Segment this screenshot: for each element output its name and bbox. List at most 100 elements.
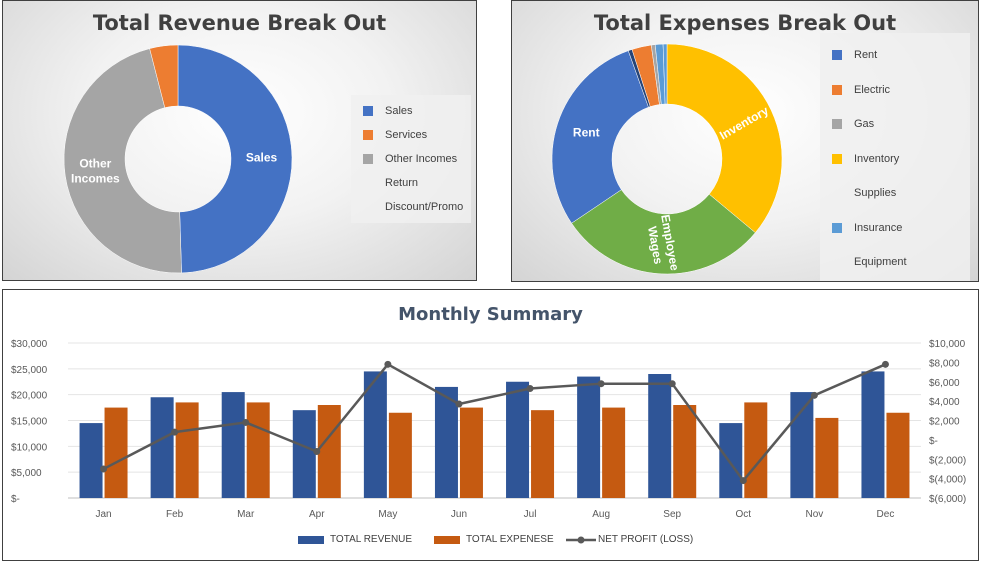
- bar-expense-may: [388, 412, 412, 498]
- x-tick-label-nov: Nov: [805, 509, 823, 520]
- bar-revenue-may: [363, 371, 387, 498]
- bar-expense-dec: [886, 412, 910, 498]
- y2-tick-label: $(4,000): [929, 475, 966, 486]
- y-tick-label: $10,000: [11, 442, 48, 453]
- legend-label-services: Services: [385, 129, 428, 141]
- slice-other-incomes: [63, 48, 182, 274]
- y2-tick-label: $(6,000): [929, 494, 966, 505]
- expenses-legend: Rent Electric Gas Inventory Supplies Insuranc…: [820, 33, 970, 281]
- x-tick-label-apr: Apr: [309, 509, 325, 520]
- y2-tick-label: $4,000: [929, 397, 960, 408]
- bar-revenue-apr: [292, 410, 316, 498]
- slice-label-sales: Sales: [246, 151, 278, 165]
- legend-label-net-profit-loss: NET PROFIT (LOSS): [598, 534, 694, 545]
- slice-label-rent: Rent: [573, 125, 600, 139]
- y-tick-label: $15,000: [11, 417, 48, 428]
- legend-swatch-net-profit-loss: [566, 536, 596, 544]
- net-profit-point-feb: [171, 428, 179, 436]
- net-profit-point-jan: [100, 465, 108, 473]
- bar-revenue-jun: [434, 386, 458, 498]
- slice-supplies: [662, 43, 668, 105]
- svg-text:Incomes: Incomes: [71, 171, 120, 185]
- bar-expense-jan: [104, 407, 128, 498]
- bar-revenue-nov: [790, 392, 814, 498]
- y2-tick-label: $10,000: [929, 339, 966, 350]
- legend-swatch-electric: [832, 84, 842, 95]
- net-profit-point-jun: [455, 400, 463, 408]
- x-tick-label-mar: Mar: [237, 509, 255, 520]
- net-profit-point-apr: [313, 448, 321, 455]
- y-tick-label: $25,000: [11, 365, 48, 376]
- legend-swatch-sales: [363, 106, 373, 116]
- bar-expense-sep: [673, 405, 697, 498]
- net-profit-line: [102, 362, 886, 483]
- net-profit-point-aug: [597, 380, 605, 388]
- legend-label-insurance: Insurance: [854, 221, 903, 234]
- bar-expense-nov: [815, 417, 839, 498]
- bar-expense-jun: [459, 407, 483, 498]
- net-profit-point-jul: [526, 385, 534, 393]
- slice-employee-wages: [571, 189, 756, 275]
- bar-expense-jul: [531, 410, 555, 498]
- legend-label-electric: Electric: [854, 83, 891, 96]
- svg-text:Sales: Sales: [246, 151, 278, 165]
- bar-revenue-aug: [577, 376, 601, 498]
- x-tick-label-may: May: [378, 509, 397, 520]
- bar-expense-mar: [246, 402, 270, 498]
- legend-label-discount-promo: Discount/Promo: [385, 201, 464, 213]
- legend-swatch-inventory: [832, 153, 842, 164]
- legend-label-equipment: Equipment: [854, 256, 907, 268]
- x-tick-label-jul: Jul: [524, 509, 537, 520]
- legend-label-return: Return: [385, 177, 419, 189]
- legend-swatch-rent: [832, 50, 842, 60]
- x-tick-label-aug: Aug: [592, 509, 610, 520]
- legend-swatch-services: [363, 130, 373, 140]
- net-profit-point-may: [384, 360, 392, 368]
- x-tick-label-feb: Feb: [166, 509, 184, 520]
- monthly-summary-title: Monthly Summary: [398, 304, 583, 325]
- expenses-chart-title: Total Expenses Break Out: [593, 11, 897, 35]
- revenue-legend: Sales Services Other Incomes Return Discount…: [351, 95, 471, 223]
- legend-swatch-total-revenue: [298, 536, 324, 544]
- svg-text:Other: Other: [79, 156, 111, 170]
- bar-revenue-mar: [221, 392, 245, 498]
- legend-swatch-other-incomes: [363, 154, 373, 164]
- x-tick-label-sep: Sep: [663, 509, 681, 520]
- y2-tick-label: $8,000: [929, 358, 960, 369]
- y2-tick-label: $2,000: [929, 417, 960, 428]
- legend-label-sales: Sales: [385, 105, 413, 117]
- bar-expense-oct: [744, 402, 768, 498]
- legend-swatch-gas: [832, 119, 842, 129]
- net-profit-point-nov: [810, 391, 818, 399]
- monthly-summary-panel: Monthly Summary $30,000 $25,000 $20,000 $15…: [2, 289, 979, 561]
- y-tick-label: $20,000: [11, 391, 48, 402]
- svg-text:Rent: Rent: [573, 125, 600, 139]
- net-profit-point-mar: [242, 418, 250, 426]
- bar-expense-apr: [317, 405, 341, 498]
- revenue-chart-title: Total Revenue Break Out: [92, 11, 387, 35]
- expenses-chart-panel: Total Expenses Break Out Inventory Employ…: [511, 0, 979, 282]
- legend-label-rent: Rent: [854, 49, 878, 61]
- legend-label-total-expenese: TOTAL EXPENESE: [466, 534, 554, 545]
- x-tick-label-jan: Jan: [95, 509, 111, 520]
- monthly-summary-chart: $30,000 $25,000 $20,000 $15,000 $10,000 $5,00…: [11, 339, 966, 520]
- bar-revenue-jul: [506, 381, 530, 498]
- net-profit-point-sep: [668, 380, 676, 388]
- slice-rent: [551, 50, 649, 224]
- y-tick-label: $30,000: [11, 339, 48, 350]
- y-tick-label: $5,000: [11, 468, 42, 479]
- net-profit-point-dec: [881, 360, 889, 368]
- x-tick-label-dec: Dec: [877, 509, 895, 520]
- bar-revenue-dec: [861, 371, 885, 498]
- legend-label-other-incomes: Other Incomes: [385, 153, 458, 165]
- legend-label-supplies: Supplies: [854, 187, 897, 199]
- x-tick-label-oct: Oct: [736, 509, 752, 520]
- y2-tick-label: $-: [929, 436, 938, 447]
- legend-label-inventory: Inventory: [854, 152, 900, 165]
- y2-tick-label: $(2,000): [929, 455, 966, 466]
- revenue-chart-panel: Total Revenue Break Out Sales Other Income…: [2, 0, 477, 281]
- y2-tick-label: $6,000: [929, 378, 960, 389]
